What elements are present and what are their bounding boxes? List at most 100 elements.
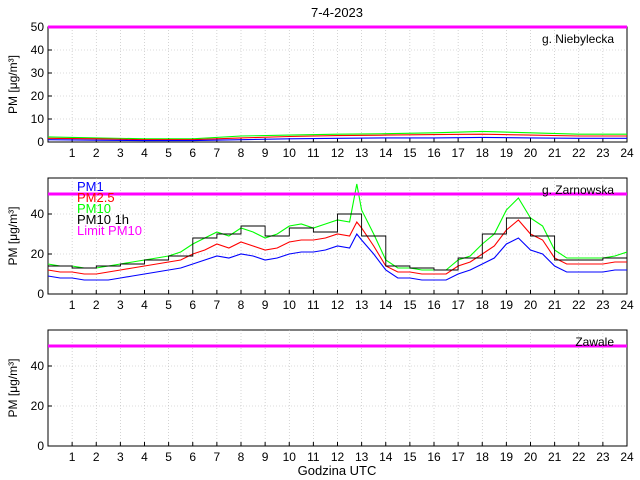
y-tick-label: 10 xyxy=(31,112,45,126)
y-axis-label: PM [μg/m³] xyxy=(6,55,20,114)
y-tick-label: 0 xyxy=(37,135,44,149)
series-line-pm1 xyxy=(48,232,627,281)
x-tick-label: 9 xyxy=(262,146,269,160)
x-tick-label: 4 xyxy=(141,450,148,464)
station-label: g. Niebylecka xyxy=(542,32,614,46)
x-tick-label: 7 xyxy=(214,298,221,312)
x-tick-label: 14 xyxy=(379,298,393,312)
x-tick-label: 24 xyxy=(620,146,634,160)
legend-entry: Limit PM10 xyxy=(77,223,142,238)
x-tick-label: 4 xyxy=(141,298,148,312)
x-tick-label: 6 xyxy=(189,146,196,160)
x-tick-label: 23 xyxy=(596,298,610,312)
x-tick-label: 23 xyxy=(596,146,610,160)
x-tick-label: 1 xyxy=(69,298,76,312)
x-tick-label: 14 xyxy=(379,450,393,464)
x-tick-label: 24 xyxy=(620,298,634,312)
station-label: g. Zarnowska xyxy=(542,183,614,197)
x-tick-label: 19 xyxy=(500,298,514,312)
x-tick-label: 22 xyxy=(572,146,586,160)
station-label: Zawale xyxy=(575,335,614,349)
x-tick-label: 3 xyxy=(117,146,124,160)
y-tick-label: 0 xyxy=(37,439,44,453)
x-tick-label: 21 xyxy=(548,146,562,160)
x-tick-label: 11 xyxy=(307,450,320,464)
y-axis-label: PM [μg/m³] xyxy=(6,207,20,266)
x-tick-label: 16 xyxy=(427,298,441,312)
x-tick-label: 21 xyxy=(548,450,562,464)
x-tick-label: 16 xyxy=(427,450,441,464)
panels: 1 2 3 4 5 6 7 8 9 10 11 12 13 14 15 16 17 18 19 20 21 22 23 240… xyxy=(6,20,634,464)
x-tick-label: 5 xyxy=(165,450,172,464)
plot-area xyxy=(48,130,627,142)
x-axis-label: Godzina UTC xyxy=(298,463,377,478)
x-tick-label: 24 xyxy=(620,450,634,464)
series-line-pm10-1h xyxy=(48,213,627,271)
x-tick-label: 8 xyxy=(238,298,245,312)
series-line-pm10 xyxy=(48,130,627,140)
y-tick-label: 20 xyxy=(31,399,45,413)
x-tick-label: 12 xyxy=(331,298,345,312)
y-tick-label: 40 xyxy=(31,359,45,373)
panel-2: 1 2 3 4 5 6 7 8 9 10 11 12 13 14 15 16 17 18 19 20 21 22 23 240… xyxy=(6,177,634,312)
x-tick-label: 9 xyxy=(262,450,269,464)
x-tick-label: 16 xyxy=(427,146,441,160)
y-tick-label: 20 xyxy=(31,89,45,103)
x-tick-label: 2 xyxy=(93,298,100,312)
legend-entry: PM10 1h xyxy=(77,212,129,227)
legend-entry: PM2.5 xyxy=(77,190,115,205)
x-tick-label: 5 xyxy=(165,146,172,160)
series-line-pm25 xyxy=(48,133,627,141)
plot-area xyxy=(48,183,627,281)
chart-title: 7-4-2023 xyxy=(311,5,363,20)
y-tick-label: 50 xyxy=(31,20,45,34)
y-tick-label: 40 xyxy=(31,43,45,57)
x-tick-label: 8 xyxy=(238,450,245,464)
x-tick-label: 10 xyxy=(283,298,297,312)
legend-entry: PM1 xyxy=(77,179,104,194)
x-tick-label: 5 xyxy=(165,298,172,312)
x-tick-label: 1 xyxy=(69,146,76,160)
x-tick-label: 3 xyxy=(117,450,124,464)
series-line-pm1 xyxy=(48,136,627,142)
x-tick-label: 12 xyxy=(331,450,345,464)
x-tick-label: 13 xyxy=(355,146,369,160)
x-tick-label: 19 xyxy=(500,450,514,464)
y-tick-label: 30 xyxy=(31,66,45,80)
x-tick-label: 18 xyxy=(476,298,490,312)
x-tick-label: 7 xyxy=(214,146,221,160)
y-axis-label: PM [μg/m³] xyxy=(6,359,20,418)
panel-1: 1 2 3 4 5 6 7 8 9 10 11 12 13 14 15 16 17 18 19 20 21 22 23 240… xyxy=(6,20,634,160)
x-tick-label: 10 xyxy=(283,146,297,160)
x-tick-label: 6 xyxy=(189,450,196,464)
x-tick-label: 17 xyxy=(451,146,465,160)
x-tick-label: 19 xyxy=(500,146,514,160)
x-tick-label: 18 xyxy=(476,146,490,160)
y-tick-label: 0 xyxy=(37,287,44,301)
x-tick-label: 2 xyxy=(93,450,100,464)
x-tick-label: 6 xyxy=(189,298,196,312)
x-tick-label: 2 xyxy=(93,146,100,160)
x-tick-label: 7 xyxy=(214,450,221,464)
x-tick-label: 15 xyxy=(403,146,417,160)
x-tick-label: 20 xyxy=(524,450,538,464)
x-tick-label: 10 xyxy=(283,450,297,464)
x-tick-label: 11 xyxy=(307,146,320,160)
x-tick-label: 12 xyxy=(331,146,345,160)
x-tick-label: 15 xyxy=(403,298,417,312)
x-tick-label: 13 xyxy=(355,450,369,464)
x-tick-label: 23 xyxy=(596,450,610,464)
x-tick-label: 20 xyxy=(524,298,538,312)
x-tick-label: 20 xyxy=(524,146,538,160)
x-tick-label: 15 xyxy=(403,450,417,464)
y-tick-label: 20 xyxy=(31,247,45,261)
x-tick-label: 11 xyxy=(307,298,320,312)
x-tick-label: 1 xyxy=(69,450,76,464)
x-tick-label: 9 xyxy=(262,298,269,312)
x-tick-label: 13 xyxy=(355,298,369,312)
legend-entry: PM10 xyxy=(77,201,111,216)
x-tick-label: 17 xyxy=(451,450,465,464)
x-tick-label: 18 xyxy=(476,450,490,464)
x-tick-label: 22 xyxy=(572,298,586,312)
